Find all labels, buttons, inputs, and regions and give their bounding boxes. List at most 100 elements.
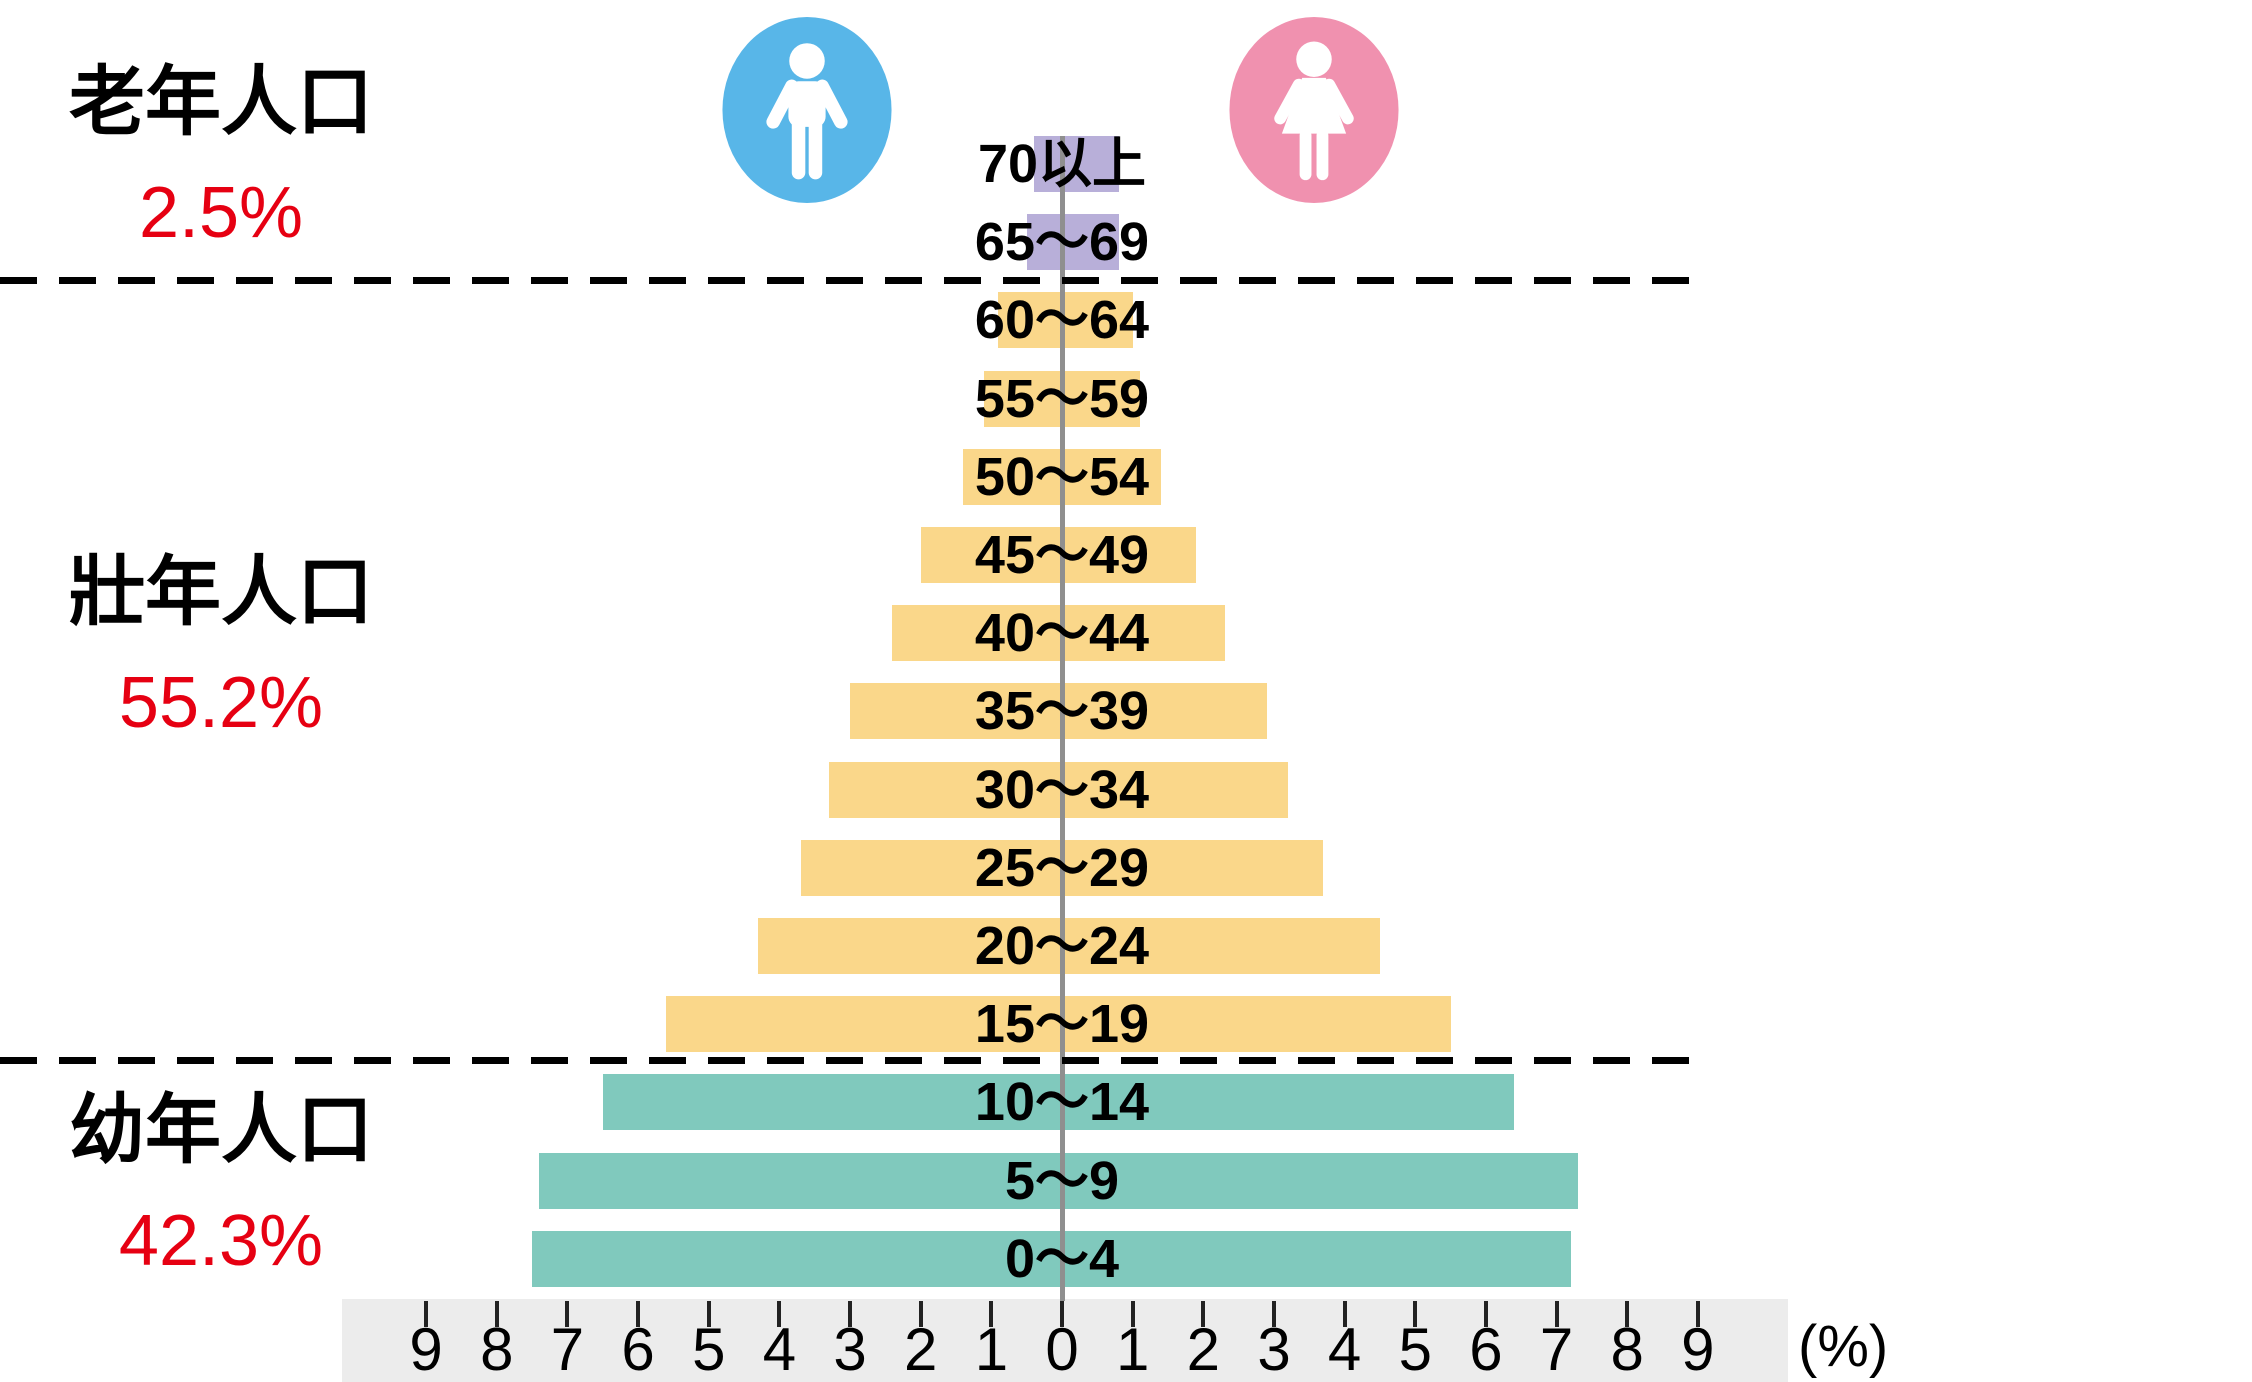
male-bar — [984, 371, 1062, 427]
axis-tick — [918, 1301, 923, 1327]
axis-tick-label: 2 — [1186, 1316, 1220, 1382]
elderly-percent: 2.5% — [138, 173, 304, 253]
male-bar — [828, 762, 1062, 818]
age-group-label: 55〜59 — [974, 369, 1150, 429]
axis-tick — [636, 1301, 641, 1327]
female-bar — [1062, 996, 1451, 1052]
axis-tick-label: 6 — [621, 1316, 655, 1382]
axis-tick-label: 5 — [1398, 1316, 1432, 1382]
female-bar — [1062, 136, 1119, 192]
age-group-label: 15〜19 — [974, 994, 1150, 1054]
axis-tick — [1625, 1301, 1630, 1327]
female-bar — [1062, 449, 1161, 505]
female-bar — [1062, 762, 1289, 818]
male-bar — [532, 1231, 1062, 1287]
male-bar — [1033, 136, 1062, 192]
axis-tick — [1130, 1301, 1135, 1327]
age-group-label: 40〜44 — [974, 603, 1150, 663]
age-group-label: 60〜64 — [974, 290, 1150, 350]
axis-tick-label: 0 — [1045, 1316, 1079, 1382]
working-label: 壯年人口 — [69, 550, 373, 635]
child-percent: 42.3% — [118, 1201, 324, 1281]
axis-tick — [1554, 1301, 1559, 1327]
axis-tick-label: 2 — [904, 1316, 938, 1382]
working-percent: 55.2% — [118, 663, 324, 743]
age-group-label: 25〜29 — [974, 838, 1150, 898]
age-group-label: 5〜9 — [1004, 1151, 1120, 1211]
age-group-label: 0〜4 — [1004, 1229, 1120, 1289]
axis-tick-label: 1 — [974, 1316, 1009, 1382]
axis-tick-label: 8 — [480, 1316, 514, 1382]
axis-tick — [1413, 1301, 1418, 1327]
male-bar — [539, 1153, 1062, 1209]
axis-tick — [1695, 1301, 1700, 1327]
axis-tick — [989, 1301, 994, 1327]
male-bar — [963, 449, 1062, 505]
axis-tick-label: 4 — [762, 1316, 797, 1382]
divider-working-child — [0, 1057, 1700, 1064]
axis-tick — [848, 1301, 852, 1327]
age-group-label: 10〜14 — [974, 1072, 1150, 1132]
female-bar — [1062, 1074, 1515, 1130]
female-bar — [1062, 1153, 1578, 1209]
divider-elderly-working — [0, 277, 1700, 284]
axis-tick-label: 9 — [1681, 1316, 1715, 1382]
axis-tick — [1483, 1301, 1488, 1327]
female-bar — [1062, 918, 1380, 974]
group-label-elderly: 老年人口 2.5% — [0, 58, 442, 256]
group-label-child: 幼年人口 42.3% — [0, 1086, 442, 1284]
axis-tick-label: 5 — [692, 1316, 726, 1382]
axis-tick-label: 4 — [1327, 1316, 1362, 1382]
axis-tick — [1201, 1301, 1206, 1327]
male-bar — [998, 292, 1062, 348]
age-group-label: 50〜54 — [974, 447, 1150, 507]
elderly-label: 老年人口 — [69, 60, 373, 145]
male-bar — [892, 605, 1062, 661]
male-bar — [758, 918, 1062, 974]
axis-tick — [777, 1301, 782, 1327]
female-bar — [1062, 840, 1324, 896]
male-icon — [722, 17, 892, 203]
axis-tick — [1060, 1301, 1064, 1327]
female-bar — [1062, 527, 1197, 583]
age-group-label: 45〜49 — [974, 525, 1150, 585]
axis-tick — [1342, 1301, 1347, 1327]
axis-tick — [494, 1301, 499, 1327]
x-axis-strip — [342, 1299, 1788, 1382]
axis-tick-label: 7 — [550, 1316, 585, 1382]
axis-tick — [424, 1301, 429, 1327]
axis-tick — [1272, 1301, 1276, 1327]
child-label: 幼年人口 — [69, 1088, 373, 1173]
axis-tick-label: 7 — [1539, 1316, 1574, 1382]
male-bar — [800, 840, 1062, 896]
age-group-label: 30〜34 — [974, 760, 1150, 820]
axis-tick — [706, 1301, 711, 1327]
axis-tick — [565, 1301, 570, 1327]
age-group-label: 20〜24 — [974, 916, 1150, 976]
age-group-label: 35〜39 — [974, 681, 1150, 741]
axis-tick-label: 9 — [409, 1316, 443, 1382]
female-bar — [1062, 1231, 1571, 1287]
male-bar — [1026, 214, 1062, 270]
male-bar — [850, 683, 1062, 739]
axis-tick-label: 3 — [833, 1316, 867, 1382]
axis-tick-label: 8 — [1610, 1316, 1644, 1382]
female-bar — [1062, 292, 1133, 348]
axis-tick-label: 1 — [1116, 1316, 1150, 1382]
center-axis-line — [1060, 136, 1065, 1301]
female-bar — [1062, 605, 1225, 661]
group-label-working: 壯年人口 55.2% — [0, 548, 442, 746]
female-icon — [1229, 17, 1399, 203]
female-bar — [1062, 371, 1140, 427]
male-bar — [666, 996, 1062, 1052]
axis-tick-label: 6 — [1469, 1316, 1503, 1382]
male-bar — [602, 1074, 1062, 1130]
female-bar — [1062, 214, 1119, 270]
axis-tick-label: 3 — [1257, 1316, 1291, 1382]
age-group-label: 70以上 — [977, 134, 1147, 194]
axis-unit-label: (%) — [1798, 1314, 1889, 1379]
age-group-label: 65〜69 — [974, 212, 1150, 272]
male-bar — [920, 527, 1062, 583]
female-bar — [1062, 683, 1267, 739]
